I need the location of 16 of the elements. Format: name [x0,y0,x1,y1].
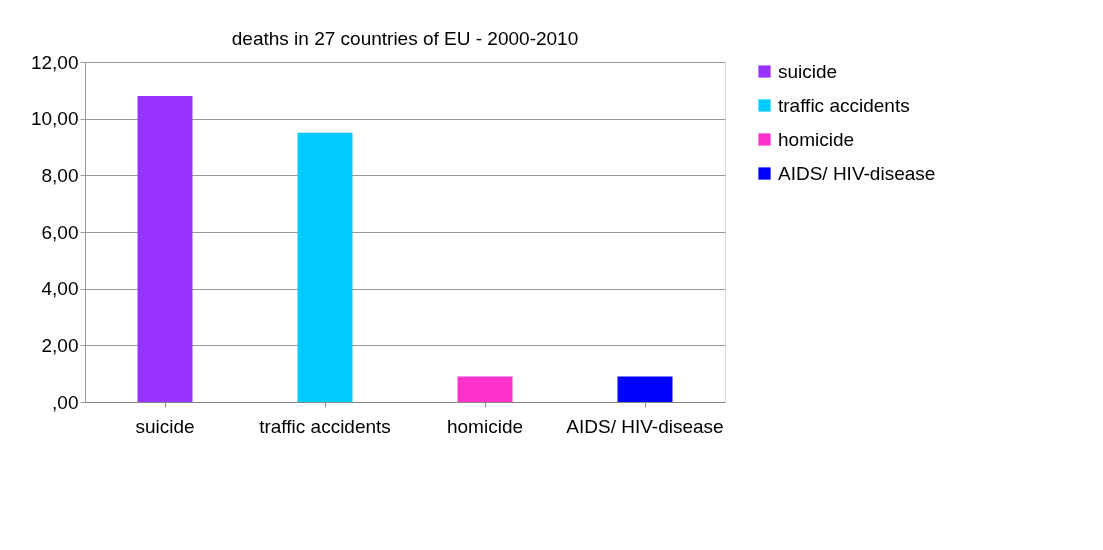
legend-label: homicide [778,128,855,150]
y-tick-label: 2,00 [41,334,79,356]
chart-title: deaths in 27 countries of EU - 2000-2010 [231,28,579,49]
y-tick-label: 6,00 [41,221,79,243]
y-tick-label: 12,00 [30,51,79,73]
x-tick-label: suicide [135,415,195,437]
x-tick-label: traffic accidents [259,415,391,437]
y-tick-label: ,00 [52,391,79,413]
y-tick-label: 10,00 [30,108,79,130]
y-tick-label: 4,00 [41,278,79,300]
legend-label: AIDS/ HIV-disease [778,162,936,184]
x-tick-label: AIDS/ HIV-disease [566,415,724,437]
x-tick-label: homicide [446,415,524,437]
legend-label: traffic accidents [778,94,910,116]
y-tick-label: 8,00 [41,164,79,186]
legend-label: suicide [778,60,838,82]
